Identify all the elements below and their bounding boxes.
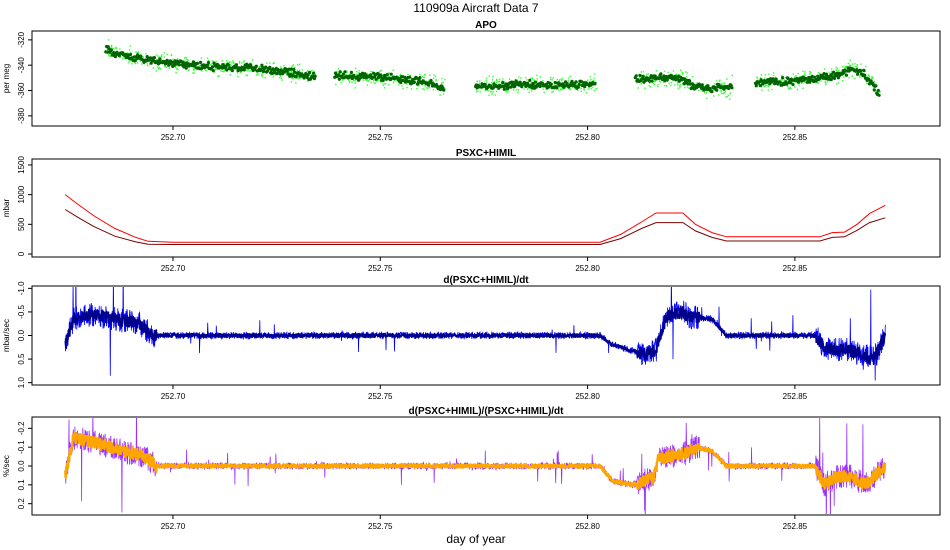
pressure-line-upper xyxy=(64,194,886,243)
pressure-x-tick-label: 252.70 xyxy=(161,264,186,273)
panel-pressure-rate: d(PSXC+HIMIL)/dt mbar/sec 252.70 252.75 252.… xyxy=(2,275,941,401)
pressure-frame xyxy=(31,158,941,258)
apo-frame xyxy=(31,30,941,127)
apo-x-tick-label: 252.80 xyxy=(575,133,600,142)
pressure-rate-y-tick-label: -0.5 xyxy=(17,304,26,318)
apo-y-tick-label: -340 xyxy=(17,57,26,74)
pressure-y-tick-label: 1500 xyxy=(17,155,26,173)
pressure-plot-area xyxy=(64,194,886,245)
apo-averaged-points xyxy=(633,72,734,94)
apo-title: APO xyxy=(475,20,497,31)
relative-rate-y-tick-label: 0.2 xyxy=(17,498,26,510)
apo-x-tick-label: 252.75 xyxy=(368,133,393,142)
apo-averaged-points xyxy=(333,70,446,92)
apo-raw-points xyxy=(106,39,317,84)
pressure-y-tick-label: 500 xyxy=(17,217,26,231)
pressure-rate-smoothed-trace xyxy=(64,305,887,365)
relative-rate-x-tick-label: 252.80 xyxy=(575,522,600,531)
relative-rate-y-tick-label: 0.1 xyxy=(17,479,26,491)
pressure-y-tick-label: 0 xyxy=(17,251,26,256)
pressure-rate-x-tick-label: 252.85 xyxy=(783,392,808,401)
apo-x-tick-label: 252.70 xyxy=(161,133,186,142)
apo-segment-3 xyxy=(474,73,597,96)
panel-pressure: PSXC+HIMIL mbar 252.70 252.75 252.80 252.85 0 5… xyxy=(2,148,941,273)
pressure-x-tick-label: 252.85 xyxy=(783,264,808,273)
pressure-y-tick-label: 1000 xyxy=(17,185,26,203)
pressure-rate-raw-trace xyxy=(64,287,886,381)
apo-segment-5 xyxy=(753,59,881,97)
chart-panels: APO per meg 252.70 252.75 252.80 252.85 -320 -3… xyxy=(2,20,941,531)
relative-rate-x-tick-label: 252.85 xyxy=(783,522,808,531)
apo-averaged-points xyxy=(104,44,317,81)
relative-rate-plot-area xyxy=(64,418,887,514)
pressure-title: PSXC+HIMIL xyxy=(456,148,516,159)
relative-rate-y-tick-label: -0.1 xyxy=(17,440,26,454)
pressure-rate-x-tick-label: 252.80 xyxy=(575,392,600,401)
relative-rate-x-tick-label: 252.75 xyxy=(368,522,393,531)
pressure-rate-x-tick-label: 252.75 xyxy=(368,392,393,401)
relative-rate-y-tick-label: -0.2 xyxy=(17,421,26,435)
apo-y-tick-label: -380 xyxy=(17,107,26,124)
panel-relative-rate: d(PSXC+HIMIL)/(PSXC+HIMIL)/dt %/sec 252.70… xyxy=(2,406,941,531)
apo-y-axis-label: per meg xyxy=(2,64,11,93)
pressure-rate-y-tick-label: 1.0 xyxy=(17,377,26,389)
pressure-y-axis-label: mbar xyxy=(2,199,11,218)
apo-y-tick-label: -320 xyxy=(17,31,26,48)
relative-rate-raw-trace xyxy=(64,418,886,514)
pressure-rate-y-tick-label: 0.5 xyxy=(17,353,26,365)
x-axis-title: day of year xyxy=(446,532,505,546)
pressure-line-lower xyxy=(64,209,886,245)
apo-averaged-points xyxy=(753,66,881,97)
relative-rate-y-axis-label: %/sec xyxy=(2,455,11,477)
apo-x-tick-label: 252.85 xyxy=(783,133,808,142)
pressure-rate-y-tick-label: -1.0 xyxy=(17,281,26,295)
panel-apo: APO per meg 252.70 252.75 252.80 252.85 -320 -3… xyxy=(2,20,941,142)
apo-y-tick-label: -360 xyxy=(17,82,26,99)
apo-plot-area xyxy=(104,39,881,100)
pressure-x-tick-label: 252.75 xyxy=(368,264,393,273)
pressure-rate-y-axis-label: mbar/sec xyxy=(2,319,11,352)
figure-title: 110909a Aircraft Data 7 xyxy=(413,1,539,15)
pressure-rate-title: d(PSXC+HIMIL)/dt xyxy=(443,275,529,286)
apo-averaged-points xyxy=(474,78,597,91)
apo-segment-1 xyxy=(104,39,317,84)
relative-rate-y-tick-label: 0.0 xyxy=(17,460,26,472)
relative-rate-smoothed-trace xyxy=(64,430,887,490)
pressure-rate-y-tick-label: 0.0 xyxy=(17,329,26,341)
pressure-x-tick-label: 252.80 xyxy=(575,264,600,273)
apo-segment-2 xyxy=(333,67,446,96)
apo-segment-4 xyxy=(633,69,734,100)
relative-rate-title: d(PSXC+HIMIL)/(PSXC+HIMIL)/dt xyxy=(409,406,565,417)
pressure-rate-plot-area xyxy=(64,287,887,381)
relative-rate-x-tick-label: 252.70 xyxy=(161,522,186,531)
pressure-rate-x-tick-label: 252.70 xyxy=(161,392,186,401)
